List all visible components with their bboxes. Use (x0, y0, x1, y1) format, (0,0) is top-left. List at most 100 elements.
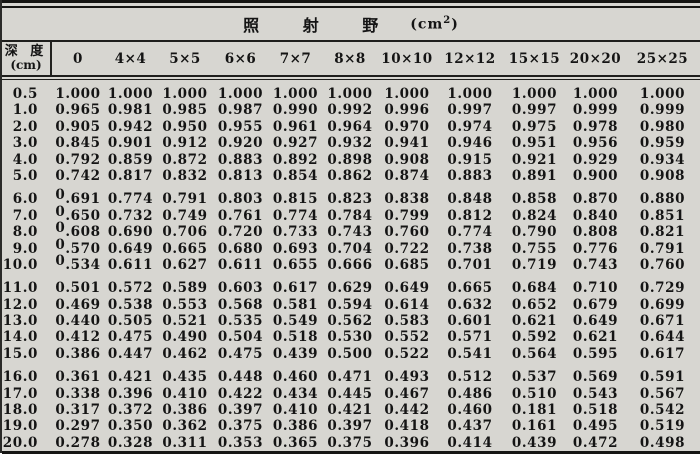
column-header: 0 (73, 50, 83, 67)
value-cell: 0.858 (511, 191, 558, 208)
row-group: 6.0 0.691 0.774 0.791 0.803 0.815 0.823 0.838 0.… (2, 187, 700, 273)
value-cell: 0.591 (639, 369, 686, 386)
row-group: 16.0 0.361 0.421 0.435 0.448 0.460 0.471 0.493 0… (2, 369, 700, 451)
header-underline-rule (2, 75, 700, 80)
value-cell: 0.475 (217, 345, 264, 362)
value-cell: 0.500 (327, 345, 373, 362)
value-cell: 0.799 (384, 207, 430, 224)
value-cell: 0.571 (447, 329, 493, 346)
value-cell: 0.442 (384, 402, 430, 419)
value-cell: 0.880 (639, 191, 686, 208)
value-cell: 0.671 (639, 313, 686, 330)
value-cell: 0.784 (327, 207, 373, 224)
value-cell: 0.611 (107, 256, 154, 273)
depth-cell: 11.0 (2, 280, 38, 297)
value-cell: 0.644 (639, 329, 686, 346)
value-cell: 0.838 (384, 191, 430, 208)
value-cell: 0.422 (217, 385, 264, 402)
value-cell: 0.859 (107, 151, 154, 168)
row-group: 0.5 1.000 1.000 1.000 1.000 1.000 1.000 1.000 1.… (2, 86, 700, 184)
unit-superscript: 2 (443, 14, 452, 26)
value-cell: 0.181 (511, 402, 558, 419)
value-cell: 0.845 (55, 135, 101, 152)
value-cell: 0.396 (107, 385, 154, 402)
value-cell: 0.955 (217, 118, 264, 135)
value-cell: 0.570 (55, 236, 101, 257)
value-cell: 0.990 (272, 102, 319, 119)
column-header-row: 深 度 (cm) 0 4×4 5×5 6×6 7×7 8×8 10×10 12×12 15×15… (2, 42, 700, 75)
table-row: 10.0 0.534 0.611 0.627 0.611 0.655 0.666 0.685 0… (2, 253, 700, 273)
value-cell: 0.883 (217, 151, 264, 168)
value-cell: 0.704 (327, 240, 373, 257)
table-title-unit: (cm2) (410, 15, 459, 33)
value-cell: 0.350 (107, 418, 154, 435)
value-cell: 0.448 (217, 369, 264, 386)
value-cell: 0.632 (447, 296, 493, 313)
value-cell: 0.970 (384, 118, 430, 135)
value-cell: 0.792 (55, 151, 101, 168)
value-cell: 0.581 (272, 296, 319, 313)
value-cell: 0.297 (55, 418, 101, 435)
column-header: 25×25 (636, 50, 689, 67)
value-cell: 0.956 (572, 135, 619, 152)
value-cell: 0.742 (55, 167, 101, 184)
value-cell: 0.595 (572, 345, 619, 362)
value-cell: 0.537 (511, 369, 558, 386)
raised-zero-digit: 0 (55, 220, 66, 237)
table-row: 3.0 0.845 0.901 0.912 0.920 0.927 0.932 0.941 0.… (2, 135, 700, 151)
unit-suffix: ) (451, 16, 459, 33)
value-cell: 0.421 (327, 402, 373, 419)
value-cell: 0.592 (511, 329, 558, 346)
value-cell: 0.447 (107, 345, 154, 362)
value-cell: 0.541 (447, 345, 493, 362)
column-header: 7×7 (279, 50, 312, 67)
value-cell: 1.000 (217, 86, 264, 102)
value-cell: 0.445 (327, 385, 373, 402)
depth-cell: 8.0 (12, 224, 38, 241)
depth-cell: 9.0 (12, 240, 38, 257)
value-cell: 0.690 (107, 224, 154, 241)
value-cell: 0.738 (447, 240, 493, 257)
value-cell: 0.975 (511, 118, 558, 135)
column-header: 10×10 (381, 50, 433, 67)
raised-zero-digit: 0 (55, 236, 66, 253)
depth-cell: 17.0 (2, 385, 38, 402)
depth-cell: 6.0 (12, 191, 38, 208)
value-cell: 0.493 (384, 369, 430, 386)
value-cell: 0.460 (447, 402, 493, 419)
value-cell: 0.791 (162, 191, 208, 208)
value-cell: 0.486 (447, 385, 493, 402)
value-cell: 0.883 (447, 167, 493, 184)
value-cell: 0.530 (327, 329, 373, 346)
value-cell: 0.542 (639, 402, 686, 419)
value-cell: 0.161 (511, 418, 558, 435)
value-cell: 0.774 (447, 224, 493, 241)
value-cell: 0.981 (107, 102, 154, 119)
value-cell: 0.510 (511, 385, 558, 402)
depth-cell: 10.0 (2, 256, 38, 273)
value-cell: 0.965 (55, 102, 101, 119)
title-underline-rule (2, 40, 700, 42)
value-cell: 1.000 (639, 86, 686, 102)
table-row: 4.0 0.792 0.859 0.872 0.883 0.892 0.898 0.908 0.… (2, 152, 700, 168)
raised-zero-digit: 0 (55, 187, 66, 204)
value-cell: 0.996 (384, 102, 430, 119)
table-row: 8.0 0.608 0.690 0.706 0.720 0.733 0.743 0.760 0.… (2, 220, 700, 241)
value-cell: 0.915 (447, 151, 493, 168)
table-row: 15.0 0.386 0.447 0.462 0.475 0.439 0.500 0.522 0… (2, 346, 700, 362)
value-cell: 0.961 (272, 118, 319, 135)
value-cell: 0.720 (217, 224, 264, 241)
value-cell: 0.964 (327, 118, 373, 135)
value-cell: 0.396 (384, 434, 430, 451)
value-cell: 0.518 (572, 402, 619, 419)
top-double-rule (2, 0, 700, 8)
value-cell: 0.362 (162, 418, 208, 435)
value-cell: 0.568 (217, 296, 264, 313)
depth-column-header: 深 度 (cm) (2, 42, 52, 75)
value-cell: 0.317 (55, 402, 101, 419)
value-cell: 0.553 (162, 296, 208, 313)
table-row: 14.0 0.412 0.475 0.490 0.504 0.518 0.530 0.552 0… (2, 329, 700, 345)
value-cell: 0.439 (511, 434, 558, 451)
value-cell: 0.440 (55, 313, 101, 330)
